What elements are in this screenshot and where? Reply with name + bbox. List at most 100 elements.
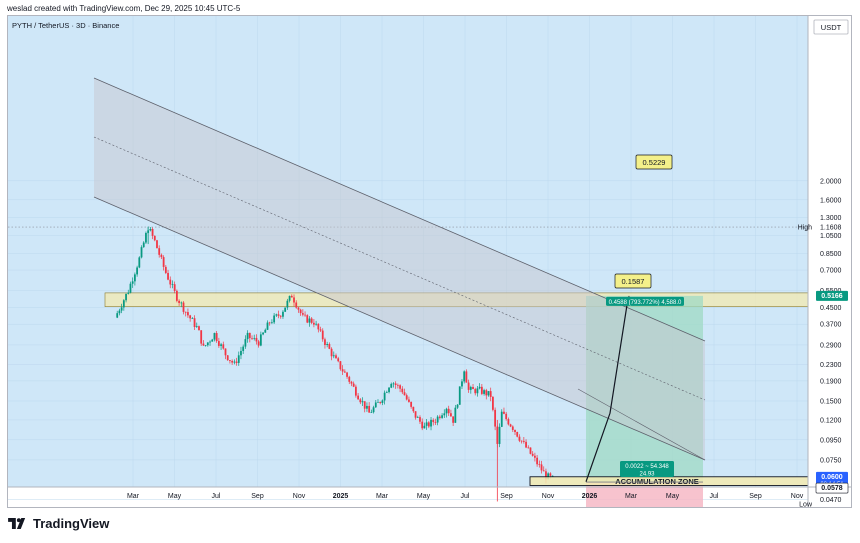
channel-fill [94, 78, 705, 460]
candle-body [282, 311, 284, 317]
target-price-label: 0.5166 [816, 290, 848, 301]
loss-zone[interactable] [586, 482, 703, 508]
candle-body [423, 425, 426, 429]
candle-body [125, 293, 127, 301]
candle-body [385, 392, 388, 393]
candle-body [116, 313, 119, 318]
x-tick-label: Mar [625, 493, 638, 500]
y-tick-label: 0.1200 [820, 417, 842, 424]
candle-body [350, 381, 353, 384]
target-callout-2[interactable]: 0.5229 [635, 154, 673, 170]
candle-body [447, 408, 450, 414]
candle-body [538, 464, 541, 465]
candle-body [193, 318, 196, 328]
risk-reward-label: 0.0022 ~ 54.348 24.93 [620, 461, 674, 478]
candle-body [169, 279, 172, 285]
x-tick-label: May [168, 493, 182, 500]
candle-body [164, 266, 167, 273]
y-tick-label: 0.0750 [820, 457, 842, 464]
price-chart[interactable]: ACCUMULATION ZONE 0.1587 0.5229 0.4588 (793… [8, 16, 852, 508]
candle-body [306, 315, 309, 323]
candle-body [317, 323, 320, 330]
candle-body [343, 371, 346, 373]
candle-body [286, 300, 289, 308]
candle-body [136, 267, 138, 275]
candle-body [206, 342, 209, 346]
candle-body [215, 333, 218, 342]
candle-body [346, 372, 348, 377]
candle-body [220, 344, 222, 346]
candle-body [430, 419, 432, 427]
candle-body [438, 416, 441, 418]
candle-body [229, 360, 231, 361]
channel-extension-line [577, 388, 706, 461]
candle-body [248, 332, 251, 339]
chart-symbol: PYTH / TetherUS · 3D · Binance [12, 21, 119, 30]
x-tick-label: Mar [376, 493, 389, 500]
candle-body [127, 292, 130, 294]
candle-body [478, 386, 481, 389]
candle-body [394, 383, 397, 385]
candle-body [242, 346, 245, 351]
candle-body [476, 388, 479, 394]
candle-body [494, 409, 497, 427]
candle-body [383, 392, 386, 401]
candle-body [469, 386, 472, 390]
candle-body [392, 383, 395, 385]
candle-body [443, 413, 446, 416]
channel-lower-line [93, 196, 706, 461]
candle-body [162, 257, 165, 267]
candle-body [266, 322, 269, 330]
candle-body [198, 326, 200, 331]
y-tick-label: 0.2300 [820, 362, 842, 369]
candle-body [339, 361, 342, 370]
candle-body [354, 386, 357, 396]
candle-body [142, 242, 145, 248]
candle-body [434, 422, 437, 423]
candle-body [202, 343, 205, 346]
candle-body [414, 411, 417, 418]
svg-text:0.1587: 0.1587 [622, 277, 645, 286]
candle-body [516, 431, 519, 437]
candle-body [432, 419, 435, 423]
candle-body [348, 376, 351, 382]
candle-body [149, 229, 152, 231]
candle-body [209, 341, 211, 343]
x-tick-label: Jul [212, 493, 221, 500]
currency-box[interactable] [813, 19, 849, 35]
candle-body [211, 339, 214, 342]
y-tick-label: 0.8500 [820, 251, 842, 258]
candle-body [401, 388, 404, 393]
candle-body [319, 329, 322, 331]
candle-body [251, 338, 253, 339]
candle-body [419, 417, 421, 422]
candle-body [377, 402, 379, 403]
candle-body [370, 412, 373, 413]
x-tick-label: Nov [293, 493, 306, 500]
zone-price-label: 0.0578 [815, 482, 849, 494]
candle-body [253, 337, 256, 339]
target-callout-1[interactable]: 0.1587 [614, 273, 652, 289]
y-tick-label: 0.2900 [820, 342, 842, 349]
candle-body [295, 302, 298, 308]
candle-body [520, 440, 523, 442]
candle-body [308, 318, 311, 323]
chart-frame[interactable]: ACCUMULATION ZONE 0.1587 0.5229 0.4588 (793… [7, 15, 852, 508]
candle-body [408, 399, 410, 402]
candle-body [301, 313, 304, 315]
candle-body [531, 453, 534, 456]
candle-body [390, 383, 393, 388]
candle-body [315, 323, 318, 325]
candle-body [145, 232, 147, 243]
candle-body [255, 337, 258, 342]
chart-credit: weslad created with TradingView.com, Dec… [7, 4, 241, 13]
candle-body [264, 329, 267, 333]
candle-body [467, 382, 470, 390]
candle-body [240, 350, 242, 356]
candle-body [262, 332, 264, 335]
candle-body [290, 295, 293, 298]
currency-label: USDT [821, 23, 842, 32]
candle-body [138, 257, 141, 268]
x-tick-label: Sep [500, 493, 513, 500]
candle-body [158, 248, 161, 255]
